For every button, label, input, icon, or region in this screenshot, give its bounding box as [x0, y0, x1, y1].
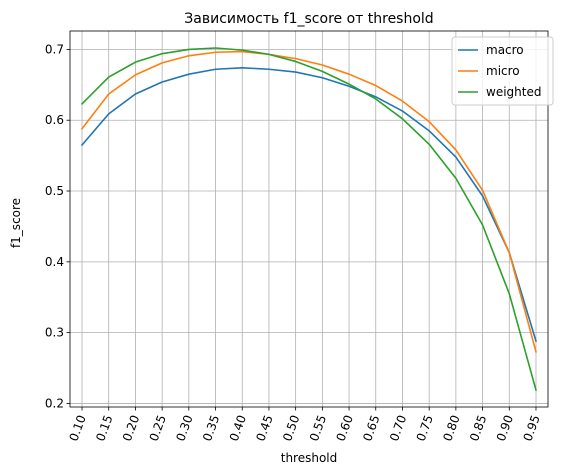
x-axis-label: threshold [281, 451, 338, 465]
legend: macro micro weighted [452, 37, 553, 105]
y-tick-label: 0.7 [45, 42, 64, 56]
y-tick-label: 0.3 [45, 326, 64, 340]
y-axis-label: f1_score [9, 198, 23, 248]
legend-label-macro: macro [486, 43, 524, 57]
y-tick-label: 0.5 [45, 184, 64, 198]
y-tick-label: 0.4 [45, 255, 64, 269]
chart-title: Зависимость f1_score от threshold [184, 11, 433, 27]
y-tick-label: 0.6 [45, 113, 64, 127]
legend-label-weighted: weighted [486, 85, 541, 99]
legend-label-micro: micro [486, 64, 520, 78]
y-tick-label: 0.2 [45, 396, 64, 410]
